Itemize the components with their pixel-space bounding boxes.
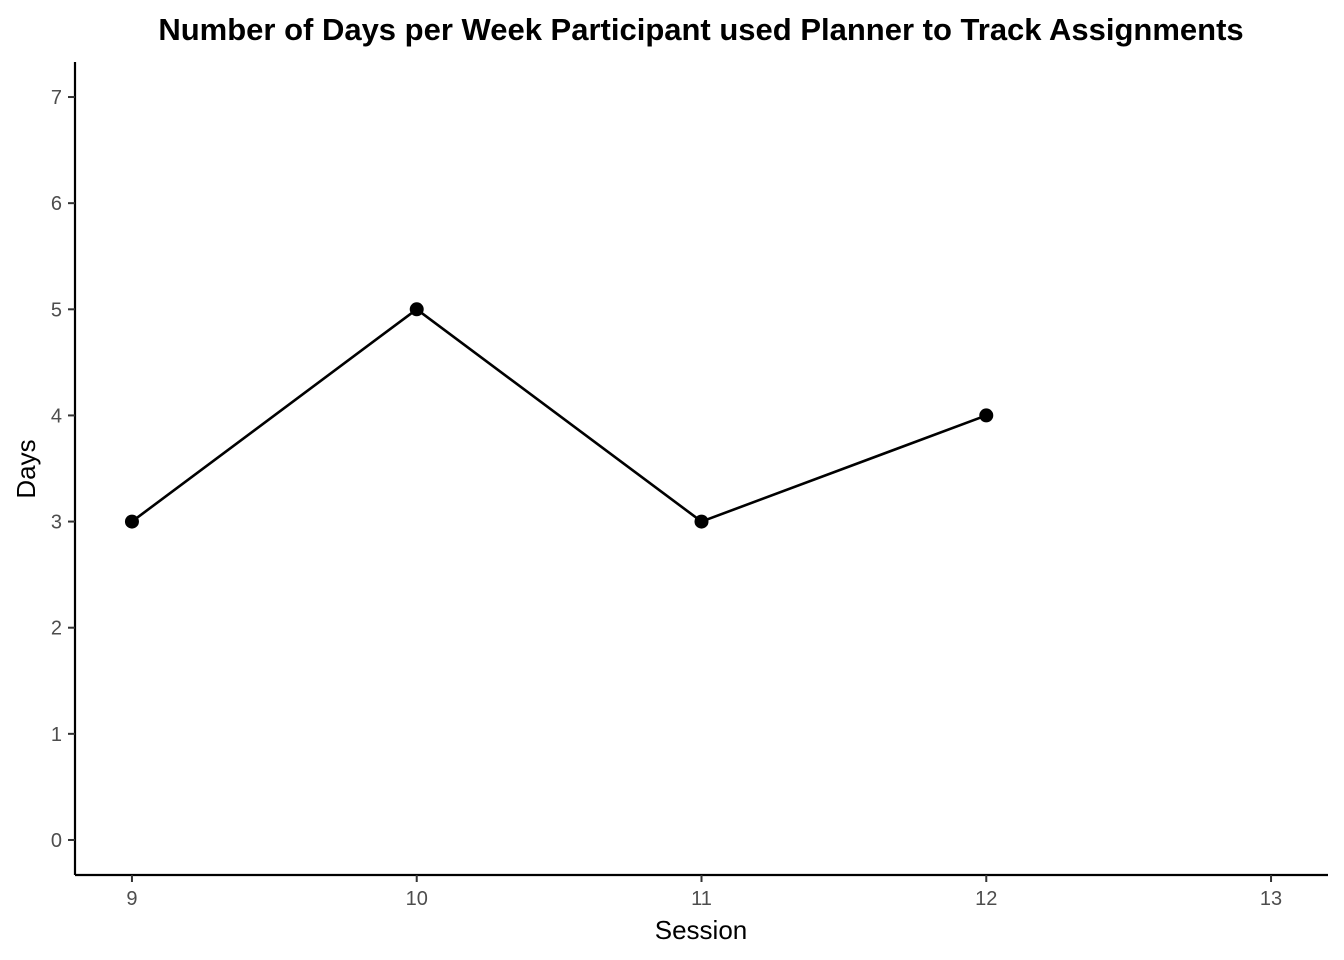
x-tick-label: 11 <box>691 888 712 910</box>
data-point <box>124 514 139 529</box>
x-ticks: 9 10 11 12 13 <box>126 875 1282 910</box>
series <box>124 302 994 529</box>
x-tick-label: 12 <box>975 888 997 910</box>
axes <box>73 62 1328 877</box>
x-tick-label: 10 <box>406 888 428 910</box>
y-tick-label: 4 <box>51 405 62 427</box>
y-tick-label: 5 <box>51 299 62 321</box>
series-line <box>131 307 987 523</box>
y-tick-label: 2 <box>51 618 62 640</box>
y-tick-label: 6 <box>51 193 62 215</box>
data-point <box>409 302 424 317</box>
x-tick-label: 9 <box>126 888 137 910</box>
x-tick-label: 13 <box>1260 888 1282 910</box>
y-ticks: 0 1 2 3 4 5 6 7 <box>51 87 75 852</box>
y-tick-label: 1 <box>51 724 62 746</box>
data-point <box>979 408 994 423</box>
data-point <box>694 514 709 529</box>
y-tick-label: 0 <box>51 830 62 852</box>
y-tick-label: 7 <box>51 87 62 109</box>
chart-title: Number of Days per Week Participant used… <box>158 12 1243 47</box>
x-axis-title: Session <box>655 915 748 945</box>
y-axis-title: Days <box>11 439 41 498</box>
y-tick-label: 3 <box>51 512 62 534</box>
